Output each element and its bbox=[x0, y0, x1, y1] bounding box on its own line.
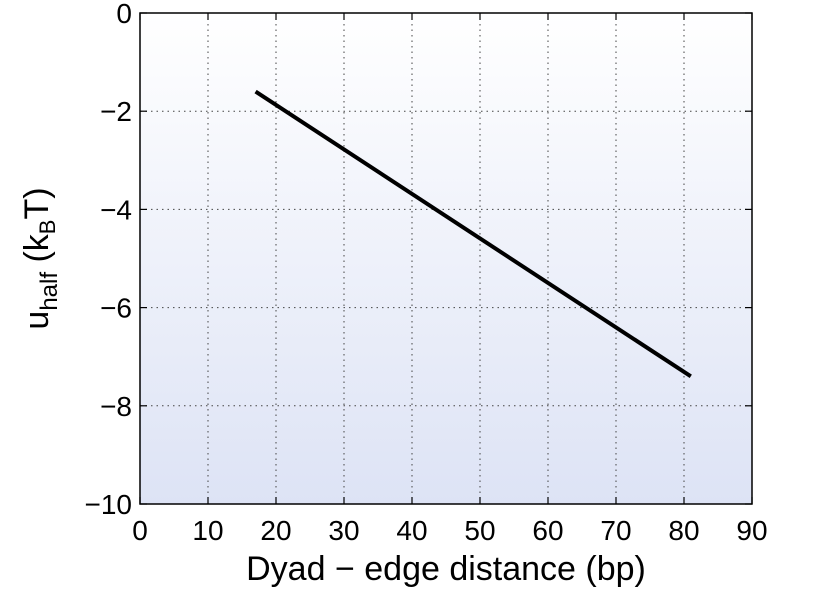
series-layer bbox=[254, 89, 692, 379]
plot-area bbox=[140, 13, 752, 504]
y-tick-label: 0 bbox=[116, 0, 132, 29]
tick-marks bbox=[139, 12, 753, 505]
x-tick-label: 20 bbox=[260, 515, 291, 546]
x-tick-label: 0 bbox=[132, 515, 148, 546]
y-axis-title-main: u bbox=[18, 311, 56, 330]
x-tick-label: 70 bbox=[600, 515, 631, 546]
x-axis-title: Dyad − edge distance (bp) bbox=[246, 550, 646, 588]
series-line bbox=[254, 89, 692, 379]
plot-frame bbox=[139, 12, 753, 505]
y-tick-label: −10 bbox=[85, 489, 133, 520]
y-tick-label: −6 bbox=[100, 293, 132, 324]
x-tick-label: 50 bbox=[464, 515, 495, 546]
y-axis-title-sub: half bbox=[36, 272, 63, 311]
y-tick-label: −2 bbox=[100, 96, 132, 127]
x-tick-label: 80 bbox=[668, 515, 699, 546]
x-tick-label: 10 bbox=[192, 515, 223, 546]
y-axis-title-unit-open: (k bbox=[18, 233, 56, 272]
y-axis-title-unit-sub: B bbox=[35, 220, 60, 235]
x-tick-label: 90 bbox=[736, 515, 767, 546]
x-tick-labels: 0 10 20 30 40 50 60 70 80 90 bbox=[132, 515, 767, 546]
x-tick-label: 30 bbox=[328, 515, 359, 546]
y-tick-label: −8 bbox=[100, 391, 132, 422]
y-tick-labels: 0 −2 −4 −6 −8 −10 bbox=[85, 0, 133, 520]
x-tick-label: 60 bbox=[532, 515, 563, 546]
y-axis-title-unit-close: T) bbox=[18, 187, 56, 219]
y-axis-title: uhalf (kBT) bbox=[18, 187, 63, 329]
y-tick-label: −4 bbox=[100, 194, 132, 225]
x-tick-label: 40 bbox=[396, 515, 427, 546]
